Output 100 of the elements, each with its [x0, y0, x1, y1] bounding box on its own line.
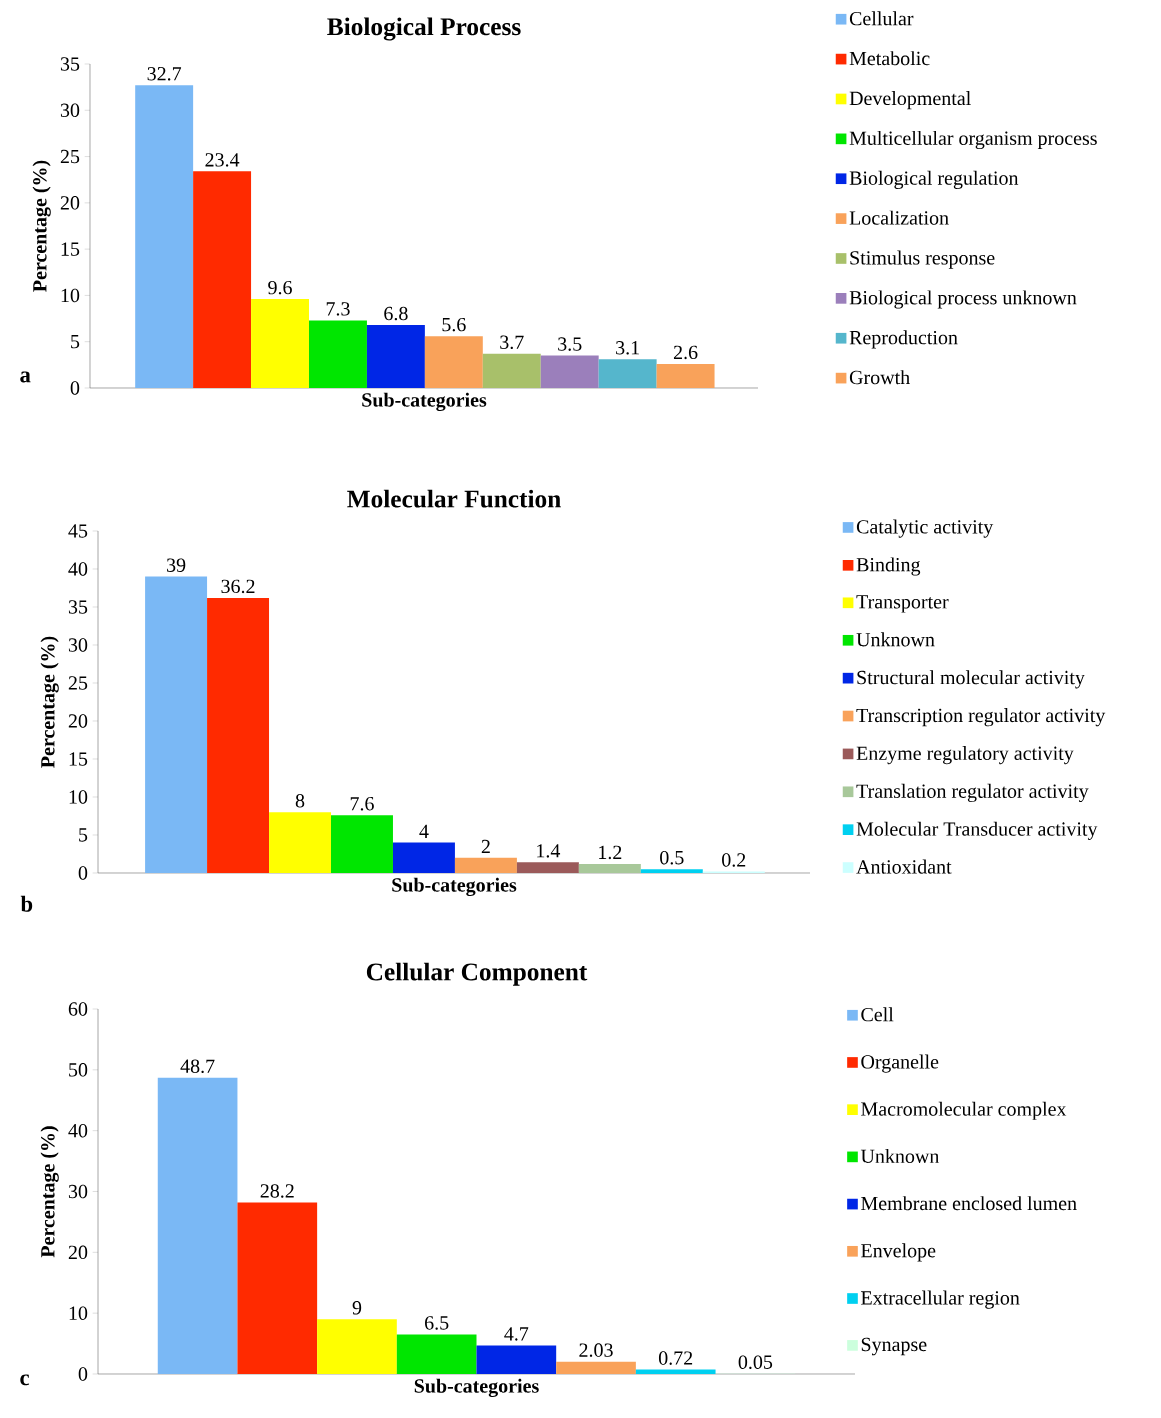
bar [476, 1345, 557, 1374]
legend-label: Transcription regulator activity [856, 708, 1106, 727]
y-tick-label: 30 [68, 1184, 88, 1199]
y-axis-title: Percentage (%) [40, 636, 59, 768]
bar [331, 815, 393, 873]
legend-label: Envelope [861, 1243, 936, 1262]
y-tick-label: 15 [69, 752, 88, 766]
bar [269, 812, 331, 873]
legend-label: Unknown [860, 1148, 940, 1163]
legend-label: Metabolic [849, 51, 930, 66]
text: a [20, 371, 31, 383]
y-tick-label: 5 [79, 828, 88, 842]
bar [540, 355, 599, 388]
y-tick-label: 0 [70, 381, 80, 395]
legend-label: Macromolecular complex [861, 1101, 1067, 1120]
legend-label: Organelle [861, 1054, 939, 1073]
y-tick-label: 0 [78, 866, 88, 880]
bar [424, 336, 483, 388]
legend-label: Biological regulation [849, 170, 1019, 189]
bar [598, 359, 657, 388]
legend-label: Cellular [849, 11, 914, 26]
data-label: 1.4 [537, 844, 561, 858]
text: b [20, 895, 33, 912]
bar [251, 299, 309, 388]
bar [482, 353, 541, 388]
data-label: 36.2 [221, 579, 255, 594]
legend-label: Biological process unknown [849, 290, 1077, 309]
y-tick-label: 50 [69, 1063, 88, 1077]
bar [392, 842, 455, 873]
legend-label: Antioxidant [856, 859, 952, 874]
legend-label: Extracellular region [861, 1290, 1020, 1309]
y-tick-label: 20 [68, 1245, 88, 1260]
data-label: 5.6 [442, 317, 466, 332]
y-tick-label: 15 [61, 242, 80, 256]
bar [635, 1369, 716, 1374]
y-tick-label: 25 [68, 676, 88, 690]
x-axis-title: Sub-categories [392, 877, 517, 896]
y-tick-label: 60 [68, 1002, 88, 1016]
y-tick-label: 45 [68, 524, 88, 538]
legend-label: Synapse [861, 1337, 927, 1356]
data-label: 0.2 [722, 853, 746, 867]
y-tick-label: 40 [68, 562, 88, 576]
y-axis-title: Percentage (%) [32, 160, 51, 292]
bar [193, 171, 252, 388]
bar [157, 1077, 238, 1374]
data-label: 9.6 [268, 280, 292, 295]
y-tick-label: 30 [68, 638, 88, 652]
legend-label: Stimulus response [850, 250, 995, 269]
data-label: 0.72 [658, 1351, 693, 1365]
data-label: 7.3 [326, 302, 350, 316]
y-tick-label: 10 [69, 1306, 88, 1320]
bar [578, 863, 641, 873]
bar [237, 1202, 318, 1374]
legend-label: Structural molecular activity [857, 670, 1085, 689]
data-label: 6.8 [384, 306, 408, 321]
y-tick-label: 10 [61, 288, 80, 303]
bar [207, 597, 270, 873]
y-tick-label: 20 [60, 196, 80, 210]
data-label: 1.2 [599, 845, 622, 860]
legend-label: Growth [849, 370, 910, 385]
y-tick-label: 40 [68, 1123, 88, 1138]
legend-label: Unknown [856, 632, 935, 647]
y-tick-label: 35 [68, 600, 88, 614]
data-label: 2 [481, 839, 490, 854]
legend-label: Binding [856, 557, 921, 576]
text: c [20, 1374, 30, 1386]
legend-label: Molecular Transducer activity [856, 821, 1098, 840]
data-label: 3.5 [558, 337, 582, 351]
legend-label: Transporter [856, 595, 949, 613]
data-label: 6.5 [425, 1316, 449, 1330]
data-label: 2.03 [579, 1343, 613, 1357]
bar [396, 1334, 477, 1374]
legend-label: Developmental [849, 91, 971, 110]
legend-label: Catalytic activity [856, 519, 994, 538]
legend-label: Multicellular organism process [849, 130, 1097, 150]
y-tick-label: 35 [60, 57, 80, 71]
y-axis-title: Percentage (%) [40, 1126, 59, 1258]
chart-title: Biological Process [327, 17, 521, 41]
y-tick-label: 0 [78, 1367, 88, 1381]
legend-label: Reproduction [849, 330, 958, 349]
legend-label: Localization [849, 210, 949, 225]
data-label: 8 [295, 793, 305, 808]
data-label: 28.2 [260, 1184, 294, 1198]
bar [135, 85, 194, 388]
data-label: 0.05 [738, 1355, 773, 1369]
bar [640, 869, 703, 873]
chart-title: Molecular Function [347, 489, 561, 508]
data-label: 23.4 [205, 153, 240, 167]
bar [556, 1361, 636, 1374]
data-label: 0.5 [660, 850, 684, 865]
data-label: 39 [167, 558, 186, 572]
legend-label: Membrane enclosed lumen [861, 1196, 1077, 1211]
data-label: 2.6 [673, 345, 698, 360]
bar [516, 862, 579, 873]
y-tick-label: 30 [60, 103, 80, 118]
data-label: 32.7 [147, 67, 182, 81]
y-tick-label: 10 [69, 790, 88, 804]
y-tick-label: 25 [60, 149, 80, 164]
bar [366, 325, 425, 388]
data-label: 3.7 [500, 335, 524, 350]
